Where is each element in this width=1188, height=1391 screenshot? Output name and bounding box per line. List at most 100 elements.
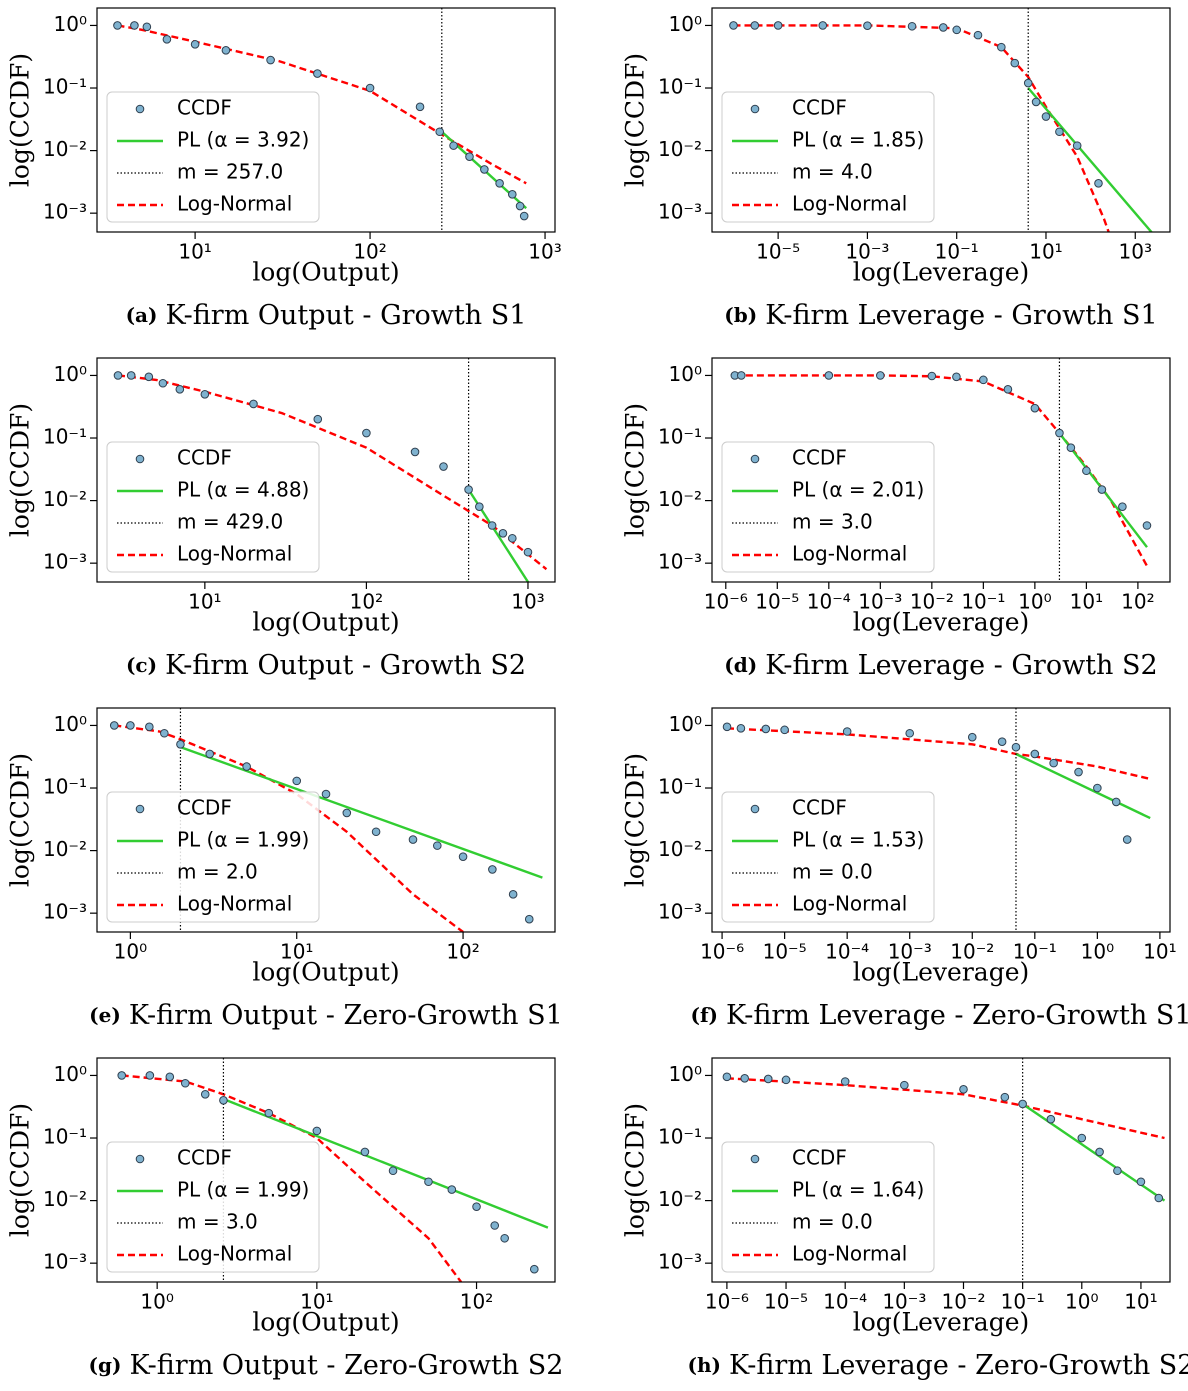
legend-label: PL (α = 1.99) (177, 828, 309, 852)
legend: CCDF PL (α = 1.99) m = 2.0 Log-Normal (106, 791, 320, 923)
ccdf-point (424, 1177, 433, 1187)
plot-area (729, 8, 1153, 232)
legend-marker (135, 1154, 145, 1164)
x-tick-label: 10⁻⁵ (756, 240, 800, 264)
ccdf-point (410, 447, 420, 457)
ccdf-point (200, 389, 210, 399)
caption-tag: (a) (126, 303, 158, 327)
ccdf-point (500, 1233, 509, 1243)
caption: (h) K-firm Leverage - Zero-Growth S2 (688, 1350, 1188, 1381)
ccdf-point (113, 371, 123, 380)
legend-label: PL (α = 2.01) (792, 478, 924, 502)
legend-label: Log-Normal (177, 192, 292, 216)
y-axis-label: log(CCDF) (621, 1103, 650, 1237)
ccdf-point (292, 776, 302, 786)
plot-frame (96, 357, 556, 583)
x-axis-label: log(Output) (252, 1308, 399, 1337)
ccdf-point (362, 428, 371, 438)
legend-marker (750, 1154, 760, 1164)
ccdf-point (126, 371, 136, 380)
y-axis-label: log(CCDF) (6, 1103, 35, 1237)
ccdf-point (1136, 1177, 1146, 1187)
power-law-line (1027, 87, 1153, 232)
legend-label: PL (α = 1.85) (792, 128, 924, 152)
x-tick-label: 10⁻¹ (935, 240, 979, 264)
legend-box (721, 441, 935, 573)
legend-label: m = 3.0 (177, 1210, 258, 1234)
ccdf-point (907, 21, 917, 31)
x-tick-label: 10⁻¹ (961, 590, 1005, 614)
caption: (c) K-firm Output - Growth S2 (126, 650, 526, 681)
ccdf-point (313, 69, 322, 78)
ccdf-point (736, 724, 746, 733)
ccdf-point (313, 414, 323, 424)
legend-label: Log-Normal (792, 1242, 907, 1266)
caption-tag: (f) (690, 1003, 718, 1027)
ccdf-point (205, 749, 215, 759)
ccdf-point (842, 727, 852, 736)
legend-label: Log-Normal (177, 542, 292, 566)
y-tick-label: 10⁻³ (43, 200, 87, 224)
ccdf-point (1072, 141, 1082, 150)
ccdf-point (490, 1221, 500, 1230)
x-axis-label: log(Leverage) (853, 958, 1030, 987)
x-tick-label: 10⁰ (1065, 1290, 1098, 1314)
caption-tag: (b) (724, 303, 757, 327)
ccdf-point (180, 1078, 190, 1088)
subplot: 10⁰ 10⁻¹ 10⁻² 10⁻³ 10¹ 10² 10³ CCDF PL (α = 3.92… (6, 7, 562, 331)
y-tick-label: 10⁰ (54, 12, 87, 36)
ccdf-point (979, 375, 988, 385)
legend-label: CCDF (177, 96, 232, 120)
ccdf-point (321, 789, 331, 799)
ccdf-point (1095, 1147, 1104, 1157)
caption-tag: (d) (724, 653, 757, 677)
ccdf-point (781, 1075, 791, 1085)
ccdf-point (415, 102, 425, 112)
x-tick-label: 10³ (1119, 240, 1152, 264)
ccdf-point (113, 21, 122, 30)
y-tick-label: 10⁻¹ (43, 1125, 87, 1149)
ccdf-point (1018, 1099, 1027, 1109)
ccdf-point (773, 21, 783, 30)
power-law-line (1015, 752, 1151, 820)
x-tick-label: 10⁻¹ (1001, 1290, 1045, 1314)
x-tick-label: 10⁻⁴ (825, 940, 869, 964)
ccdf-point (905, 728, 915, 738)
x-tick-label: 10² (460, 1290, 493, 1314)
ccdf-point (495, 179, 504, 188)
x-tick-label: 10¹ (1143, 940, 1176, 964)
legend-label: m = 257.0 (177, 160, 283, 184)
ccdf-point (464, 485, 473, 494)
caption: (f) K-firm Leverage - Zero-Growth S1 (690, 1000, 1188, 1031)
x-axis-label: log(Output) (252, 958, 399, 987)
ccdf-point (1113, 1166, 1122, 1176)
y-tick-label: 10⁻² (43, 137, 87, 161)
x-axis-label: log(Leverage) (853, 608, 1030, 637)
legend-label: PL (α = 1.64) (792, 1178, 924, 1202)
x-tick-label: 10¹ (300, 1290, 333, 1314)
ccdf-point (1010, 58, 1020, 68)
y-tick-label: 10⁻² (43, 487, 87, 511)
ccdf-point (342, 808, 352, 818)
lognormal-curve (733, 24, 1110, 232)
ccdf-point (447, 1185, 457, 1194)
ccdf-point (1097, 485, 1107, 494)
legend-label: m = 429.0 (177, 510, 283, 534)
ccdf-point (523, 547, 533, 557)
x-tick-label: 10⁻³ (845, 240, 889, 264)
x-tick-label: 10⁻³ (858, 590, 902, 614)
subplot: 10⁰ 10⁻¹ 10⁻² 10⁻³ 10⁻⁵ 10⁻³ 10⁻¹ 10¹ 10³ CCDF PL … (621, 7, 1171, 331)
ccdf-point (472, 1202, 481, 1211)
caption-tag: (g) (89, 1353, 122, 1377)
ccdf-point (840, 1077, 850, 1086)
ccdf-point (508, 190, 517, 199)
ccdf-point (1082, 466, 1091, 476)
ccdf-point (824, 371, 834, 380)
power-law-line (1021, 1103, 1166, 1202)
legend-label: Log-Normal (792, 892, 907, 916)
ccdf-point (1122, 835, 1132, 844)
y-tick-label: 10⁻¹ (658, 1125, 702, 1149)
ccdf-point (175, 385, 185, 394)
legend-label: CCDF (792, 796, 847, 820)
